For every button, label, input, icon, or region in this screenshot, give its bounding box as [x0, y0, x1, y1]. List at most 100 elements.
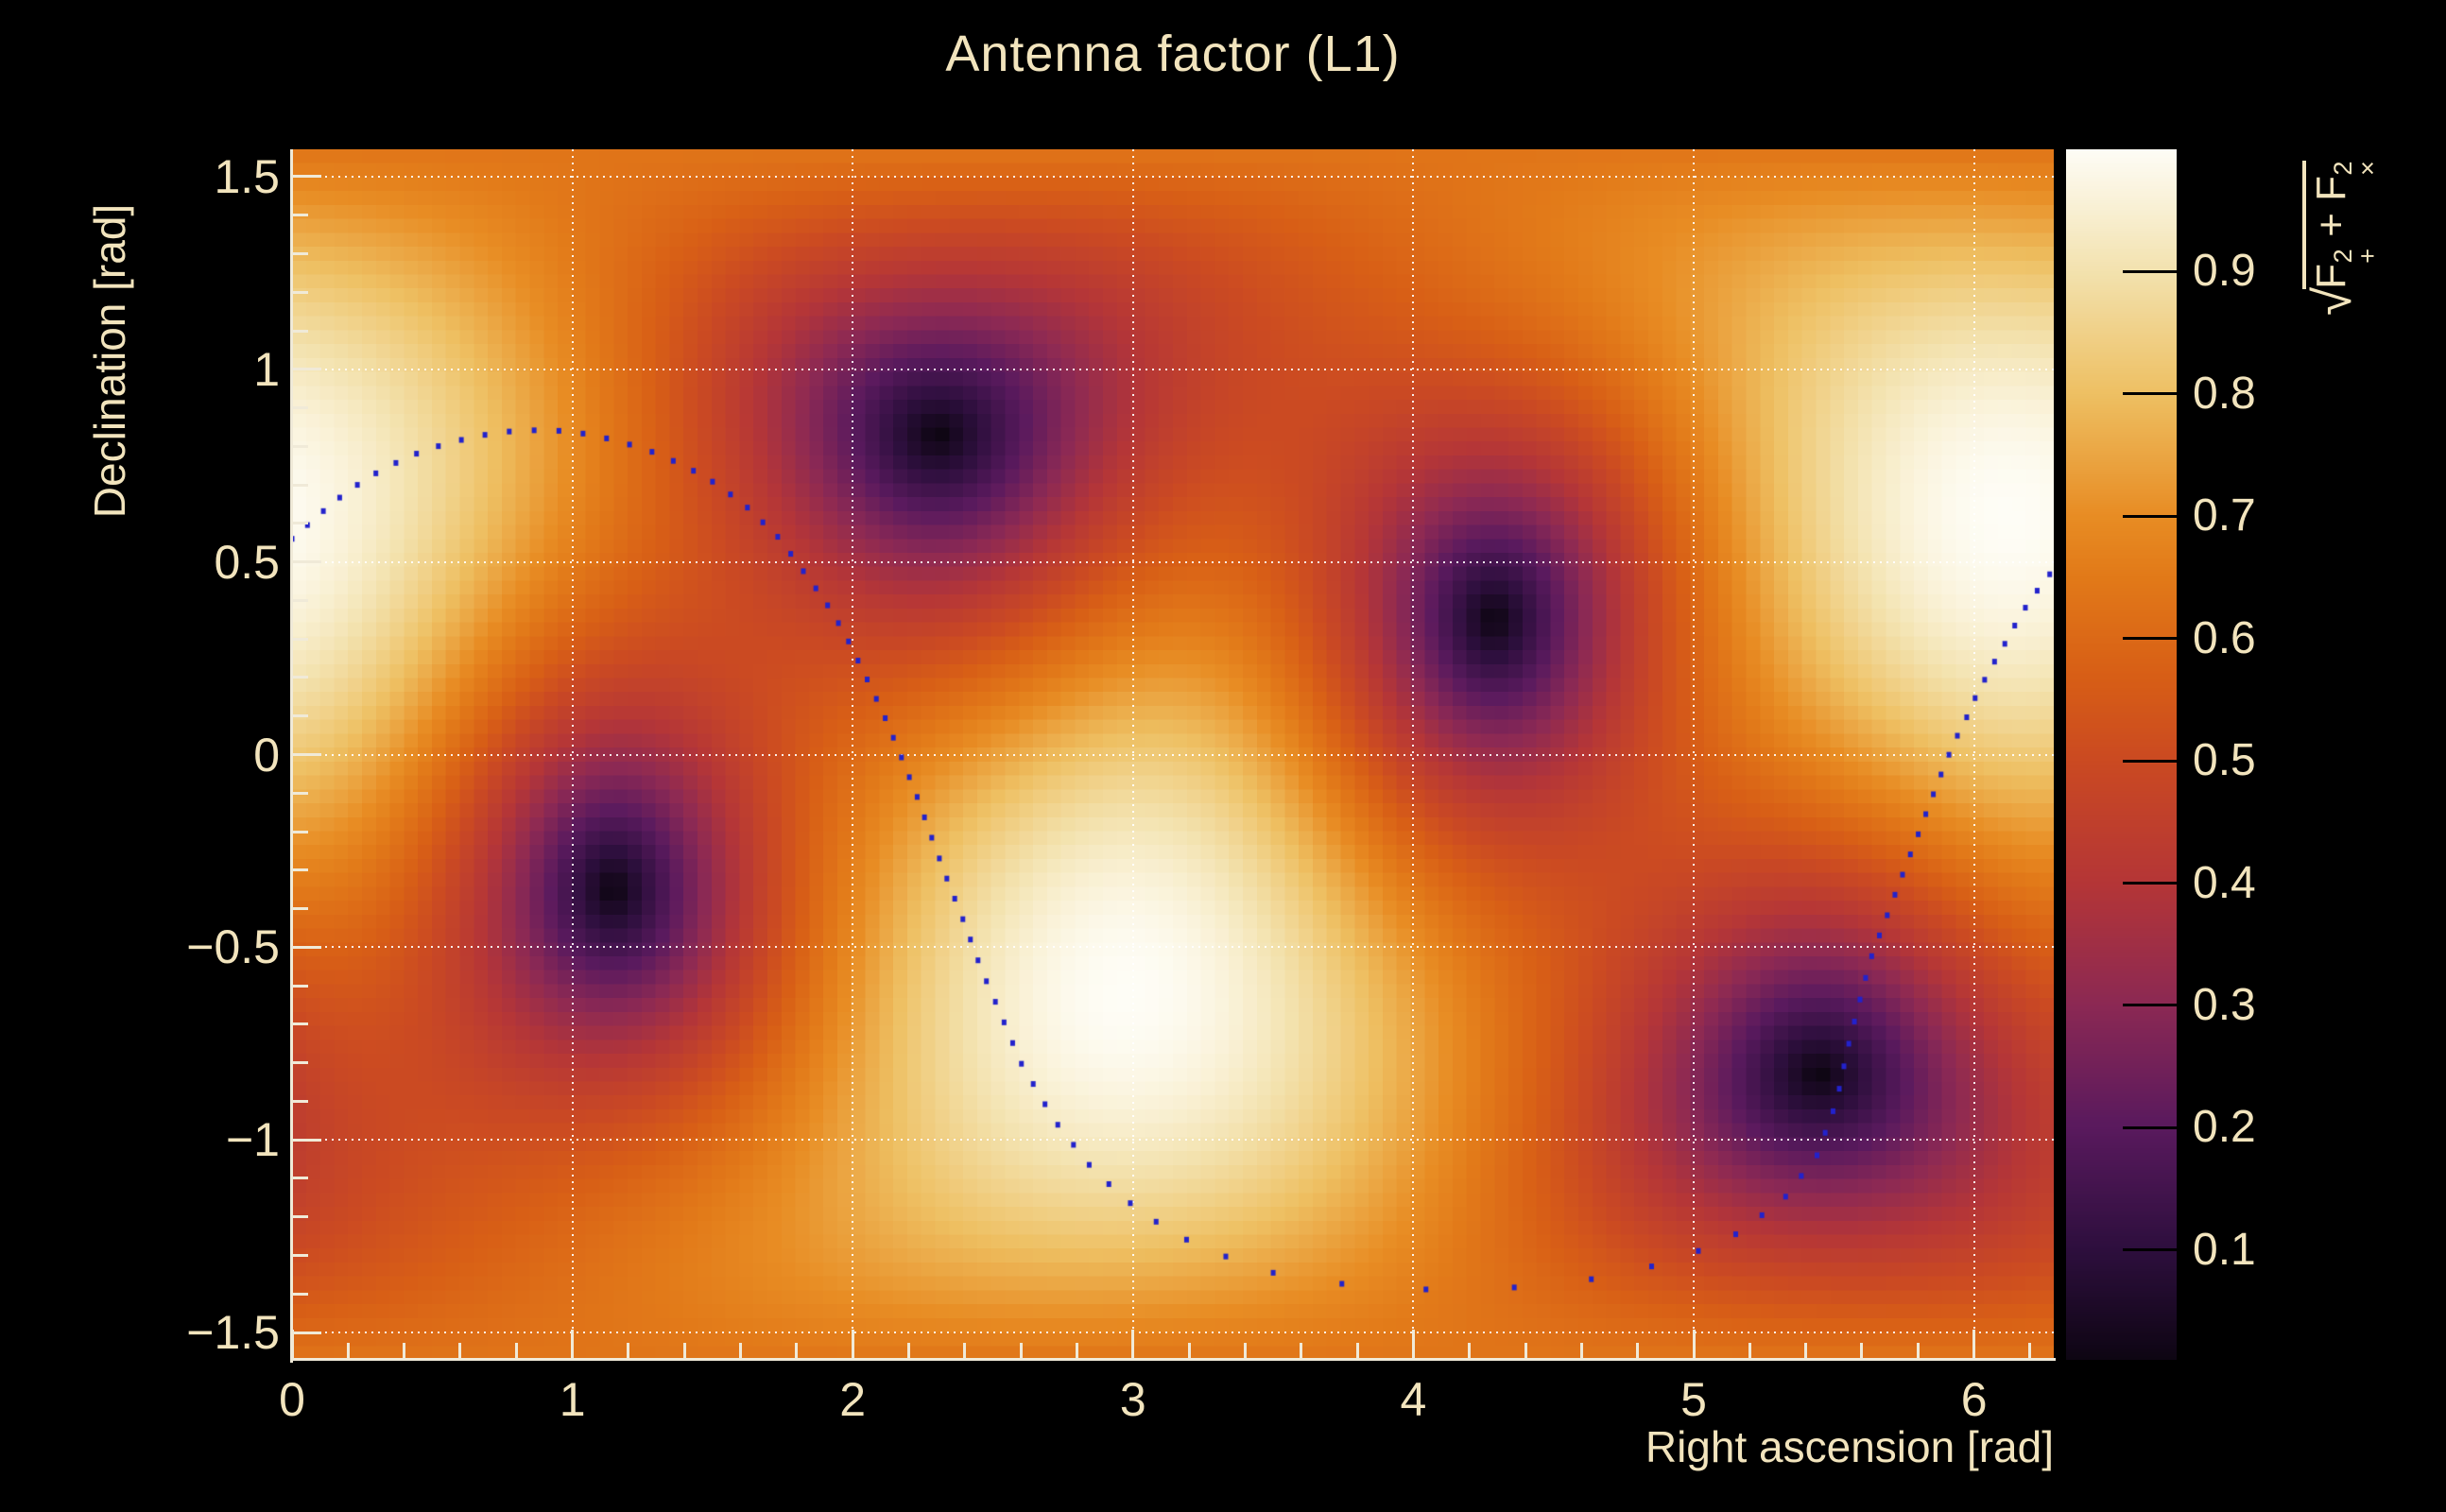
axis-tick — [1411, 1330, 1415, 1358]
x-tick-label: 2 — [839, 1373, 867, 1426]
axis-tick — [1131, 1330, 1135, 1358]
axis-tick — [1579, 1343, 1583, 1358]
axis-tick — [293, 522, 308, 525]
y-tick-label: 1 — [253, 342, 280, 396]
axis-tick — [293, 406, 308, 410]
colorbar-tick-label: 0.2 — [2193, 1102, 2256, 1153]
x-tick-label: 4 — [1400, 1373, 1427, 1426]
y-axis-line — [290, 149, 293, 1363]
axis-tick — [293, 868, 308, 872]
axis-tick — [293, 444, 308, 448]
axis-tick — [403, 1343, 406, 1358]
axis-tick — [963, 1343, 967, 1358]
colorbar-tick-layer — [2066, 149, 2177, 1360]
axis-tick — [458, 1343, 462, 1358]
colorbar-tick-label: 0.3 — [2193, 979, 2256, 1030]
colorbar-tick — [2123, 1248, 2177, 1252]
y-tick-label: 0.5 — [214, 535, 280, 589]
colorbar-tick-label: 0.9 — [2193, 246, 2256, 297]
axis-tick — [293, 214, 308, 217]
axis-tick — [1692, 1330, 1696, 1358]
axis-tick — [346, 1343, 350, 1358]
colorbar-canvas — [2066, 149, 2177, 1360]
colorbar-title: √F 2 + + F 2 × — [2302, 161, 2382, 316]
x-tick-label: 5 — [1680, 1373, 1707, 1426]
colorbar-tick — [2123, 392, 2177, 396]
axis-tick — [293, 598, 308, 602]
axis-tick — [293, 830, 308, 833]
axis-tick — [851, 1330, 854, 1358]
axis-tick — [293, 637, 308, 641]
colorbar-tick — [2123, 269, 2177, 273]
sky-track-dots-canvas — [292, 149, 2054, 1360]
y-tick-label: −0.5 — [186, 920, 280, 974]
axis-tick — [1916, 1343, 1920, 1358]
y-tick-label: 1.5 — [214, 149, 280, 203]
axis-tick — [293, 984, 308, 988]
axis-tick — [293, 945, 321, 949]
axis-tick — [739, 1343, 743, 1358]
axis-tick — [293, 1254, 308, 1257]
y-tick-label: 0 — [253, 728, 280, 782]
axis-tick — [1524, 1343, 1527, 1358]
colorbar-tick — [2123, 637, 2177, 641]
axis-tick — [293, 907, 308, 911]
axis-tick — [1187, 1343, 1191, 1358]
colorbar-tick — [2123, 514, 2177, 518]
x-tick-label: 0 — [279, 1373, 305, 1426]
page-title: Antenna factor (L1) — [945, 26, 1401, 82]
axis-tick — [293, 791, 308, 795]
colorbar-tick-label: 0.6 — [2193, 612, 2256, 663]
axis-tick — [1075, 1343, 1078, 1358]
axis-tick — [293, 1138, 321, 1142]
colorbar-tick — [2123, 882, 2177, 885]
colorbar-tick — [2123, 1004, 2177, 1007]
y-tick-label: −1.5 — [186, 1306, 280, 1360]
axis-tick — [293, 1177, 308, 1180]
colorbar-tick — [2123, 1125, 2177, 1129]
axis-tick — [1636, 1343, 1640, 1358]
axis-tick — [907, 1343, 911, 1358]
axis-tick — [1355, 1343, 1359, 1358]
axis-tick — [293, 1331, 321, 1334]
axis-tick — [1804, 1343, 1808, 1358]
axis-tick — [293, 1022, 308, 1026]
colorbar-tick — [2123, 759, 2177, 763]
axis-tick — [1300, 1343, 1303, 1358]
axis-tick — [293, 175, 321, 179]
axis-tick — [1468, 1343, 1472, 1358]
axis-tick — [290, 1330, 294, 1358]
axis-tick — [293, 676, 308, 679]
axis-tick — [293, 560, 321, 564]
axis-tick — [571, 1330, 575, 1358]
axis-tick — [293, 1215, 308, 1219]
x-tick-label: 6 — [1960, 1373, 1988, 1426]
colorbar-tick-label: 0.8 — [2193, 368, 2256, 419]
axis-tick — [514, 1343, 518, 1358]
axis-tick — [293, 290, 308, 294]
colorbar-tick-label: 0.4 — [2193, 857, 2256, 908]
colorbar-tick-label: 0.1 — [2193, 1224, 2256, 1275]
y-tick-label: −1 — [225, 1113, 280, 1167]
axis-tick — [293, 1061, 308, 1065]
x-tick-label: 1 — [559, 1373, 586, 1426]
axis-tick — [795, 1343, 799, 1358]
axis-tick — [1860, 1343, 1864, 1358]
x-axis-title: Right ascension [rad] — [1645, 1422, 2054, 1471]
axis-tick — [1243, 1343, 1247, 1358]
axis-tick — [1748, 1343, 1751, 1358]
axis-tick — [293, 251, 308, 255]
axis-tick — [293, 1292, 308, 1296]
axis-tick — [293, 483, 308, 487]
axis-tick — [1972, 1330, 1976, 1358]
axis-tick — [293, 329, 308, 333]
axis-tick — [627, 1343, 630, 1358]
y-axis-title: Declination [rad] — [85, 203, 134, 519]
axis-tick — [293, 1099, 308, 1103]
axis-tick — [293, 753, 321, 756]
x-axis-line — [290, 1358, 2056, 1361]
colorbar-tick-label: 0.5 — [2193, 735, 2256, 786]
